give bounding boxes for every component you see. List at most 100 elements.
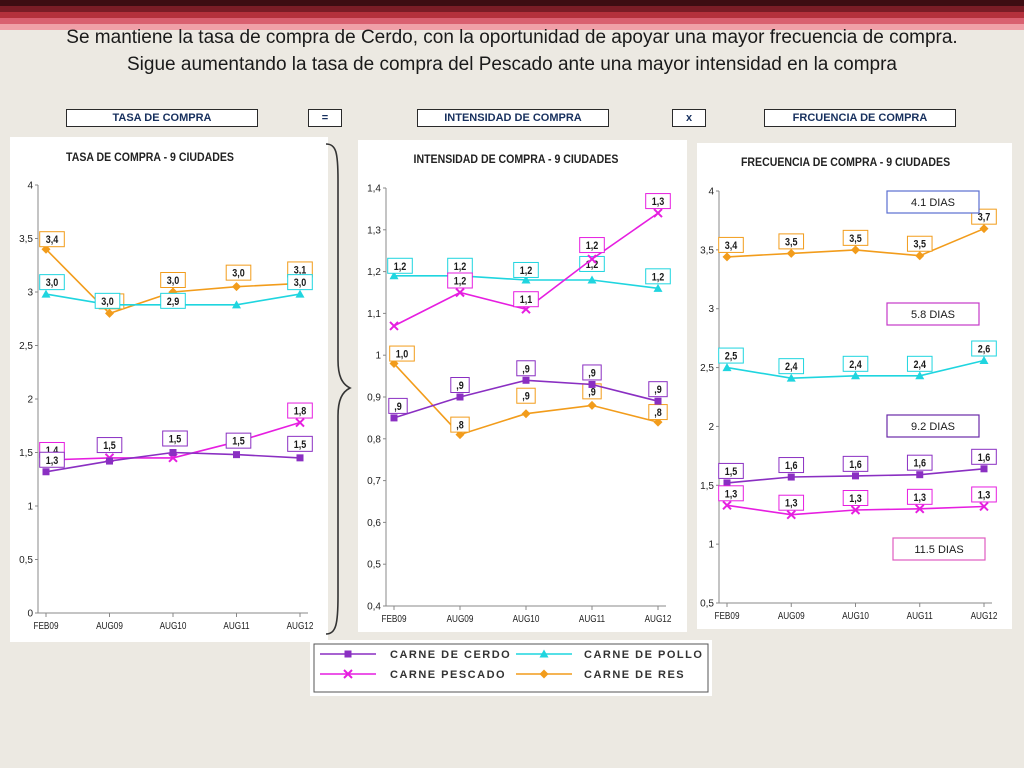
data-label-box xyxy=(778,358,805,375)
y-tick-label: 0,9 xyxy=(367,393,381,404)
y-tick-label: 1 xyxy=(708,540,714,551)
data-point-pollo xyxy=(653,283,663,292)
y-tick-label: 1 xyxy=(27,502,33,513)
data-label-text: 1,0 xyxy=(396,349,409,361)
annotation-box xyxy=(886,302,980,326)
data-point-res xyxy=(915,251,925,261)
data-label-box xyxy=(39,451,65,468)
legend-marker xyxy=(343,669,353,679)
data-label-box xyxy=(718,347,744,364)
data-label-box xyxy=(450,416,470,433)
data-label-box xyxy=(160,272,186,288)
data-label-text: 2,5 xyxy=(725,351,738,363)
y-tick-label: 1,2 xyxy=(367,267,381,278)
legend-item-pollo: CARNE DE POLLO xyxy=(516,649,702,661)
data-point-cerdo xyxy=(169,449,177,456)
data-point-pescado xyxy=(295,417,305,428)
x-tick-label: AUG10 xyxy=(160,620,187,631)
data-point-res xyxy=(979,224,989,234)
data-label-text: ,9 xyxy=(456,380,464,392)
annotation-text: 9.2 DIAS xyxy=(911,421,955,433)
x-tick-label: AUG10 xyxy=(842,610,869,621)
data-label: ,9 xyxy=(516,387,536,404)
data-label: 1,3 xyxy=(645,193,671,210)
legend-marker xyxy=(344,650,352,658)
data-point-cerdo xyxy=(787,473,795,481)
data-label-text: ,8 xyxy=(456,420,464,432)
data-label: ,9 xyxy=(388,397,408,414)
data-point-pollo xyxy=(722,363,732,372)
data-label-text: 1,8 xyxy=(294,406,307,418)
data-point-res xyxy=(587,400,597,410)
chart-panel-tasa: TASA DE COMPRA - 9 CIUDADES 0 0,5 1 1,5 2 2,5 3… xyxy=(10,137,328,642)
data-label: 1,3 xyxy=(778,494,805,511)
data-point-pescado xyxy=(455,287,465,298)
data-label-box xyxy=(39,274,65,291)
data-point-pescado xyxy=(850,505,861,515)
data-point-cerdo xyxy=(42,468,50,476)
data-label-box xyxy=(778,494,805,511)
data-point-cerdo xyxy=(233,451,240,459)
data-label-text: 1,2 xyxy=(586,259,599,271)
data-point-res xyxy=(105,308,114,318)
data-label-box xyxy=(94,292,121,309)
data-label-text: ,9 xyxy=(588,387,596,399)
y-tick-label: 3,5 xyxy=(19,234,33,245)
data-label-box xyxy=(906,488,933,505)
y-tick-label: 2 xyxy=(708,422,714,433)
data-label-box xyxy=(842,229,869,246)
equation-operator-times: x xyxy=(672,109,706,127)
data-label-box xyxy=(718,462,744,479)
data-label: ,9 xyxy=(516,360,536,377)
data-label-text: ,9 xyxy=(522,364,530,376)
brace-icon xyxy=(325,143,352,635)
data-label-box xyxy=(162,430,188,447)
data-label: 1,6 xyxy=(778,457,805,474)
data-label-text: 2,6 xyxy=(978,344,991,356)
data-label-box xyxy=(778,233,805,250)
data-point-pollo xyxy=(521,275,531,284)
legend-item-pescado: CARNE PESCADO xyxy=(320,669,505,681)
data-label: 1,3 xyxy=(906,488,933,505)
data-label-text: 3,0 xyxy=(46,277,59,289)
annotation-text: 5.8 DIAS xyxy=(911,309,955,321)
data-label: 3,0 xyxy=(225,264,252,281)
data-label: 1,5 xyxy=(96,437,123,454)
data-label-box xyxy=(39,231,65,248)
chart-title: TASA DE COMPRA - 9 CIUDADES xyxy=(66,151,234,164)
y-tick-label: 0,5 xyxy=(19,555,33,566)
chart-legend: CARNE DE CERDO CARNE DE POLLO CARNE PESCAD… xyxy=(310,640,712,696)
data-label: 3,4 xyxy=(718,236,744,253)
data-label: 3,4 xyxy=(39,231,65,248)
data-point-pollo xyxy=(851,371,860,380)
data-label: 1,5 xyxy=(287,435,313,452)
x-tick-label: AUG10 xyxy=(513,613,540,624)
annotation-text: 4.1 DIAS xyxy=(911,197,955,209)
data-label: 1,3 xyxy=(718,485,744,502)
data-label: 1,5 xyxy=(162,430,188,447)
data-label-box xyxy=(842,455,869,472)
legend-marker xyxy=(539,669,549,679)
legend-item-res: CARNE DE RES xyxy=(516,669,684,681)
legend-item-cerdo: CARNE DE CERDO xyxy=(320,649,510,661)
data-label-box xyxy=(389,345,415,362)
x-tick-label: AUG12 xyxy=(287,620,314,631)
data-point-cerdo xyxy=(522,376,530,384)
data-label: 1,3 xyxy=(842,490,869,507)
annotation-days: 4.1 DIAS xyxy=(886,190,980,214)
data-label-box xyxy=(513,291,539,308)
y-tick-label: 3 xyxy=(708,304,714,315)
y-tick-label: 0,6 xyxy=(367,518,381,529)
data-label-text: 3,5 xyxy=(785,237,798,249)
data-point-res xyxy=(521,409,531,419)
data-label: 3,0 xyxy=(39,274,65,291)
x-tick-label: AUG12 xyxy=(971,610,998,621)
data-label-box xyxy=(387,257,413,274)
data-label-text: 3,5 xyxy=(913,239,926,251)
data-point-pollo xyxy=(389,271,399,280)
data-label-box xyxy=(906,355,933,372)
data-label: 1,2 xyxy=(447,272,473,289)
data-label-text: 1,2 xyxy=(520,265,533,277)
data-label-text: 1,6 xyxy=(913,458,926,470)
annotation-days: 9.2 DIAS xyxy=(886,414,980,438)
